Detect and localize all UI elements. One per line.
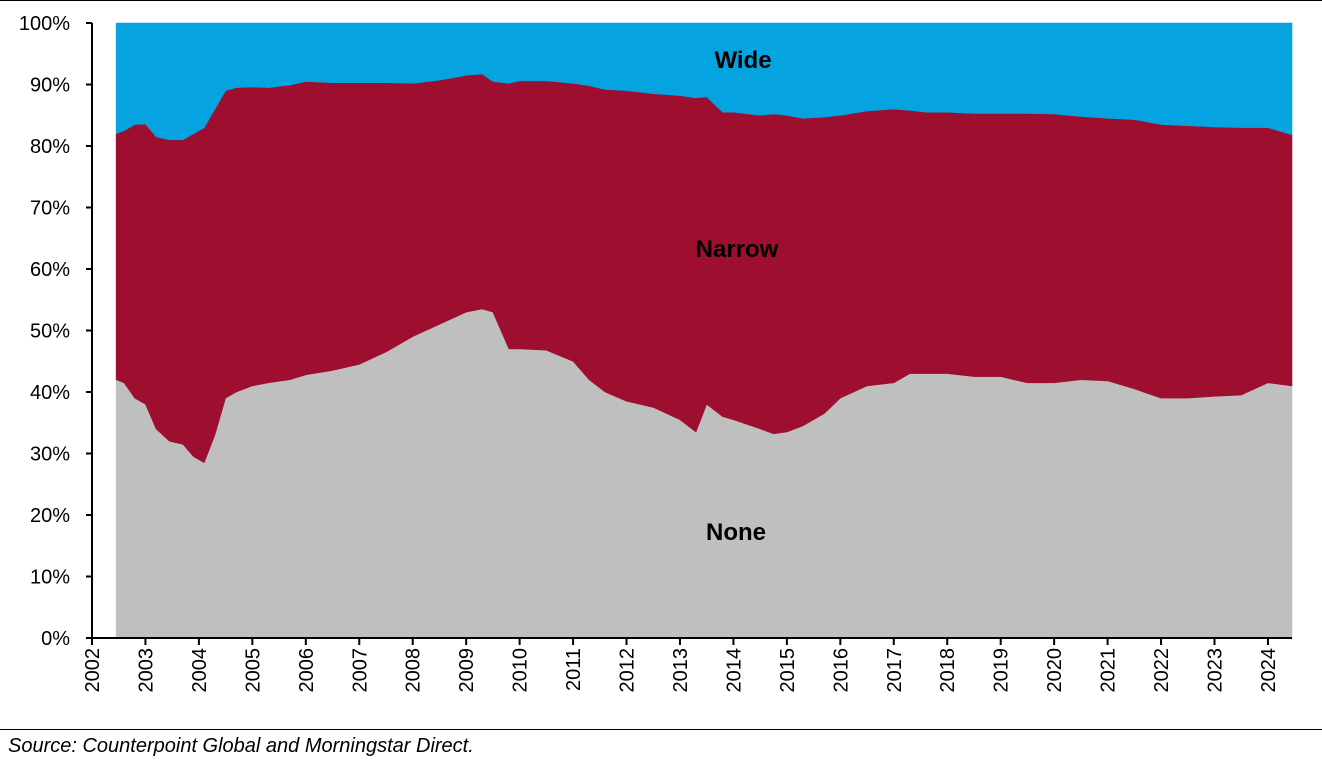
y-tick-label: 10%: [30, 567, 70, 589]
bottom-rule: [0, 729, 1322, 730]
x-tick-label: 2011: [563, 648, 585, 691]
x-tick-label: 2014: [723, 648, 745, 693]
x-tick-label: 2013: [670, 648, 692, 693]
x-tick-label: 2017: [884, 648, 906, 693]
x-tick-label: 2019: [991, 648, 1013, 693]
y-tick-label: 80%: [30, 136, 70, 158]
series-annotations: Wide Narrow None: [696, 47, 779, 546]
area-series-group: [115, 22, 1293, 639]
x-tick-label: 2012: [617, 648, 639, 693]
x-tick-label: 2003: [135, 648, 157, 693]
x-tick-label: 2010: [510, 648, 532, 693]
y-axis-tick-labels: 0% 10% 20% 30% 40% 50% 60% 70% 80% 90% 100%: [19, 13, 70, 650]
x-tick-label: 2022: [1151, 648, 1173, 693]
y-tick-label: 50%: [30, 321, 70, 343]
x-tick-label: 2007: [349, 648, 371, 693]
y-tick-label: 100%: [19, 13, 70, 35]
x-axis-tick-labels: 2002 2003 2004 2005 2006 2007 2008 2009 2010 2011…: [82, 648, 1280, 693]
top-rule: [0, 0, 1322, 1]
axes-group: [86, 22, 1292, 645]
y-tick-label: 40%: [30, 382, 70, 404]
annotation-none: None: [706, 519, 766, 546]
x-tick-label: 2006: [296, 648, 318, 693]
x-tick-label: 2005: [242, 648, 264, 693]
area-series-wide: [115, 22, 1293, 141]
x-tick-label: 2004: [189, 648, 211, 693]
x-tick-label: 2008: [403, 648, 425, 693]
y-tick-label: 70%: [30, 198, 70, 220]
x-tick-label: 2018: [937, 648, 959, 693]
source-note: Source: Counterpoint Global and Mornings…: [8, 735, 474, 757]
y-tick-label: 60%: [30, 259, 70, 281]
annotation-wide: Wide: [714, 47, 771, 74]
x-tick-label: 2002: [82, 648, 104, 693]
y-tick-label: 90%: [30, 75, 70, 97]
x-tick-label: 2015: [777, 648, 799, 693]
y-tick-label: 0%: [41, 628, 70, 650]
y-tick-label: 20%: [30, 505, 70, 527]
x-tick-label: 2023: [1204, 648, 1226, 693]
x-tick-label: 2024: [1258, 648, 1280, 693]
x-tick-label: 2021: [1098, 648, 1120, 693]
x-tick-label: 2016: [830, 648, 852, 693]
x-tick-label: 2009: [456, 648, 478, 693]
annotation-narrow: Narrow: [696, 236, 779, 263]
x-tick-label: 2020: [1044, 648, 1066, 693]
y-tick-label: 30%: [30, 444, 70, 466]
